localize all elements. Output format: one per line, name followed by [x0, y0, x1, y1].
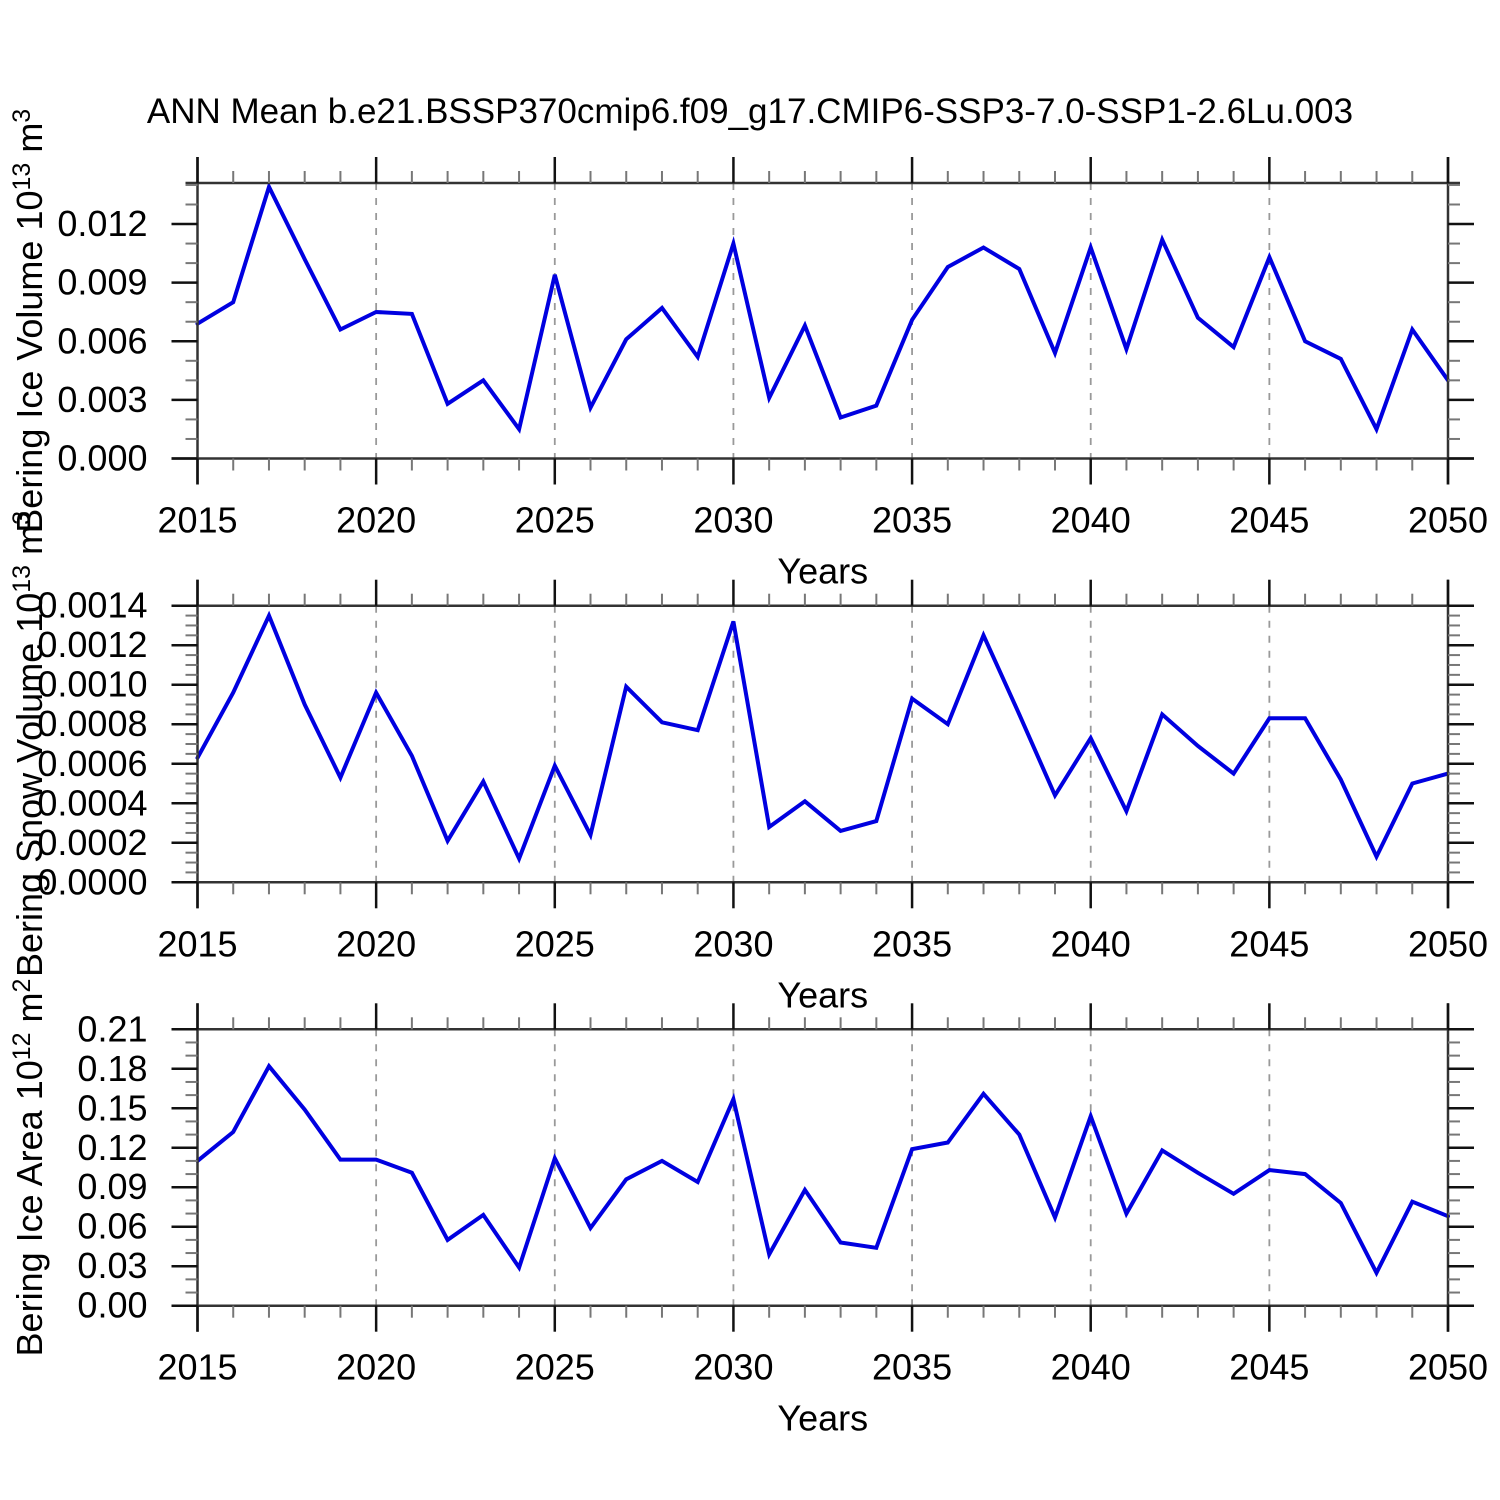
x-ticks: 2015 2020 2025 2030 2035 2040 2045 2050 — [157, 1003, 1488, 1388]
x-tick-label: 2035 — [872, 923, 952, 964]
x-axis-title: Years — [777, 974, 868, 1015]
frame — [171, 157, 1474, 485]
x-tick-label: 2020 — [336, 923, 416, 964]
y-tick-label: 0.0006 — [37, 743, 147, 784]
x-tick-label: 2045 — [1229, 923, 1309, 964]
y-tick-label: 0.15 — [77, 1087, 147, 1128]
y-tick-label: 0.003 — [57, 379, 147, 420]
y-tick-label: 0.0010 — [37, 664, 147, 705]
x-tick-label: 2050 — [1408, 1347, 1488, 1388]
y-tick-label: 0.00 — [77, 1285, 147, 1326]
y-tick-label: 0.006 — [57, 320, 147, 361]
x-tick-label: 2040 — [1051, 923, 1131, 964]
x-tick-label: 2020 — [336, 500, 416, 541]
x-tick-label: 2035 — [872, 1347, 952, 1388]
frame — [171, 579, 1474, 909]
y-tick-label: 0.12 — [77, 1127, 147, 1168]
y-tick-label: 0.0000 — [37, 861, 147, 902]
y-ticks: 0.000 0.003 0.006 0.009 0.012 — [57, 183, 1474, 479]
series-line — [195, 610, 1450, 864]
y-ticks: 0.00000.00020.00040.00060.00080.00100.00… — [37, 585, 1474, 902]
x-tick-label: 2045 — [1229, 1347, 1309, 1388]
y-tick-label: 0.009 — [57, 262, 147, 303]
x-tick-label: 2030 — [693, 500, 773, 541]
x-ticks: 2015 2020 2025 2030 2035 2040 2045 2050 — [157, 579, 1488, 964]
x-tick-label: 2030 — [693, 923, 773, 964]
y-ticks: 0.000.030.060.090.120.150.180.21 — [77, 1008, 1474, 1326]
x-tick-label: 2050 — [1408, 923, 1488, 964]
y-axis-title: Bering Ice Area 1012 m2 — [8, 979, 50, 1357]
x-ticks: 2015 2020 2025 2030 2035 2040 2045 2050 — [157, 157, 1488, 541]
gridlines — [375, 1029, 1271, 1306]
y-tick-label: 0.18 — [77, 1048, 147, 1089]
x-axis-title: Years — [777, 551, 868, 592]
x-tick-label: 2035 — [872, 500, 952, 541]
y-tick-label: 0.09 — [77, 1166, 147, 1207]
x-axis-title: Years — [777, 1398, 868, 1439]
x-tick-label: 2015 — [157, 923, 237, 964]
y-tick-label: 0.0002 — [37, 822, 147, 863]
y-tick-label: 0.06 — [77, 1206, 147, 1247]
x-tick-label: 2025 — [515, 923, 595, 964]
y-axis-title: Bering Ice Volume 1013 m3 — [8, 109, 50, 533]
y-tick-label: 0.0008 — [37, 703, 147, 744]
x-tick-label: 2045 — [1229, 500, 1309, 541]
series-line — [195, 181, 1450, 435]
panel-bering-ice-area: 0.000.030.060.090.120.150.180.21 2015 2020… — [8, 979, 1488, 1439]
x-tick-label: 2015 — [157, 1347, 237, 1388]
panel-bering-snow-volume: 0.00000.00020.00040.00060.00080.00100.00… — [8, 511, 1488, 1015]
y-tick-label: 0.0014 — [37, 585, 147, 626]
y-tick-label: 0.000 — [57, 438, 147, 479]
chart-title: ANN Mean b.e21.BSSP370cmip6.f09_g17.CMIP… — [146, 92, 1354, 131]
y-tick-label: 0.012 — [57, 203, 147, 244]
x-tick-label: 2040 — [1051, 1347, 1131, 1388]
y-tick-label: 0.21 — [77, 1008, 147, 1049]
x-tick-label: 2020 — [336, 1347, 416, 1388]
panel-bering-ice-volume: 0.000 0.003 0.006 0.009 0.012 2015 2020 2025 203… — [8, 109, 1488, 592]
x-tick-label: 2050 — [1408, 500, 1488, 541]
frame — [171, 1003, 1474, 1332]
series-line — [195, 1062, 1450, 1278]
y-axis-title: Bering Snow Volume 1013 m3 — [8, 511, 50, 977]
x-tick-label: 2025 — [515, 500, 595, 541]
x-tick-label: 2015 — [157, 500, 237, 541]
x-tick-label: 2040 — [1051, 500, 1131, 541]
y-tick-label: 0.03 — [77, 1245, 147, 1286]
y-tick-label: 0.0012 — [37, 624, 147, 665]
x-tick-label: 2025 — [515, 1347, 595, 1388]
y-tick-label: 0.0004 — [37, 782, 147, 823]
gridlines — [375, 605, 1271, 883]
x-tick-label: 2030 — [693, 1347, 773, 1388]
